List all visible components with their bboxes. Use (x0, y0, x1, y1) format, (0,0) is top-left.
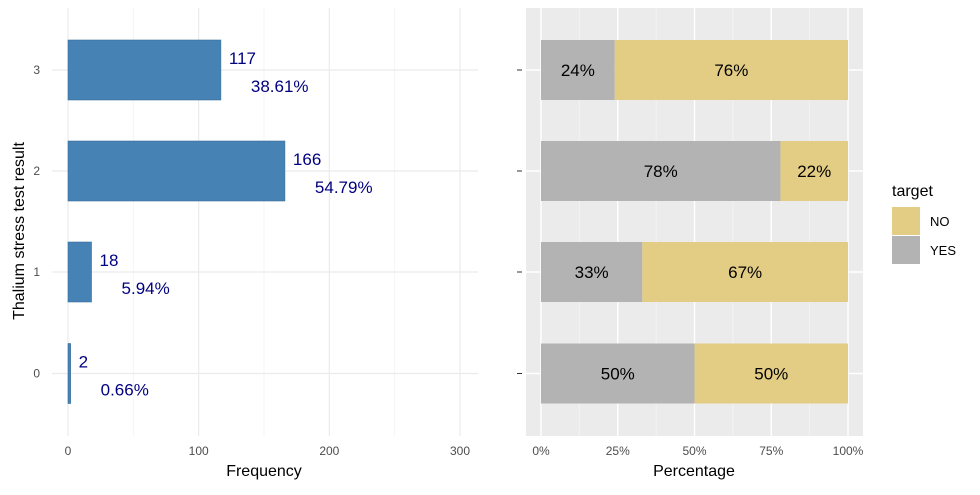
frequency-bars (67, 39, 286, 404)
legend-title: target (892, 183, 933, 200)
frequency-x-tick-100: 100 (189, 444, 209, 458)
frequency-data-labels: 2 0.66% 185.94% 166 54.79% 117 38.61% (79, 49, 373, 400)
legend-label-no: NO (930, 214, 950, 229)
frequency-panel: 2 0.66% 185.94% 166 54.79% 117 38.61% 0 1 2 3 0 10… (11, 8, 478, 480)
percentage-bars (541, 40, 848, 404)
frequency-count-label-2: 166 (293, 150, 321, 169)
percentage-bar-no-1 (642, 242, 848, 302)
frequency-x-tick-300: 300 (450, 444, 470, 458)
percentage-bar-no-0 (694, 343, 848, 404)
percentage-x-tick-labels: 0% 25% 50% 75% 100% (532, 444, 863, 458)
legend-label-yes: YES (930, 243, 956, 258)
frequency-y-tick-0: 0 (33, 367, 40, 381)
legend-items: NO YES (892, 207, 956, 264)
percentage-x-tick-0: 0% (532, 444, 550, 458)
percentage-no-label-2: 22% (797, 162, 831, 181)
frequency-y-tick-3: 3 (33, 63, 40, 77)
percentage-x-tick-100: 100% (833, 444, 864, 458)
percentage-x-tick-25: 25% (606, 444, 630, 458)
percentage-yes-label-2: 78% (644, 162, 678, 181)
percentage-x-tick-75: 75% (759, 444, 783, 458)
frequency-y-tick-labels: 0 1 2 3 (33, 63, 40, 381)
frequency-bar-1 (67, 241, 92, 303)
frequency-x-tick-labels: 0 100 200 300 (65, 444, 471, 458)
percentage-panel: 50% 50% 33% 67% 78% 22% 24% 76% 0% 25% 50% 75% 100%… (517, 8, 864, 480)
percentage-bar-yes-0 (541, 343, 695, 404)
frequency-count-label-3: 117 (229, 49, 256, 68)
frequency-y-tick-1: 1 (33, 265, 40, 279)
percentage-x-tick-50: 50% (682, 444, 706, 458)
frequency-x-tick-200: 200 (319, 444, 339, 458)
frequency-percent-label-2: 54.79% (315, 178, 373, 197)
legend-key-no (892, 207, 920, 235)
percentage-yes-label-1: 33% (575, 263, 609, 282)
frequency-percent-label-0: 0.66% (101, 381, 149, 400)
percentage-bar-yes-2 (541, 141, 781, 201)
frequency-count-label-1: 18 (100, 251, 119, 270)
frequency-count-label-0: 2 (79, 353, 88, 372)
legend: target NO YES (892, 183, 956, 264)
percentage-no-label-0: 50% (754, 365, 788, 384)
frequency-y-tick-2: 2 (33, 164, 40, 178)
percentage-bar-no-3 (614, 40, 848, 100)
percentage-no-label-1: 67% (728, 263, 762, 282)
percentage-x-axis-title: Percentage (653, 463, 735, 480)
percentage-no-label-3: 76% (714, 61, 748, 80)
percentage-yes-label-3: 24% (561, 61, 595, 80)
frequency-percent-label-3: 38.61% (251, 77, 309, 96)
frequency-percent-label-1: 5.94% (122, 279, 170, 298)
frequency-x-axis-title: Frequency (226, 463, 302, 480)
frequency-x-tick-0: 0 (65, 444, 72, 458)
percentage-bar-yes-1 (541, 242, 643, 302)
frequency-bar-0 (67, 343, 71, 404)
percentage-bar-no-2 (780, 141, 848, 201)
percentage-y-ticks (517, 69, 522, 374)
percentage-bar-yes-3 (541, 40, 615, 100)
percentage-data-labels: 50% 50% 33% 67% 78% 22% 24% 76% (561, 61, 831, 384)
frequency-bar-2 (67, 140, 286, 202)
frequency-bar-3 (67, 39, 222, 101)
percentage-yes-label-0: 50% (601, 365, 635, 384)
legend-key-yes (892, 236, 920, 264)
frequency-y-axis-title: Thalium stress test result (11, 142, 28, 320)
